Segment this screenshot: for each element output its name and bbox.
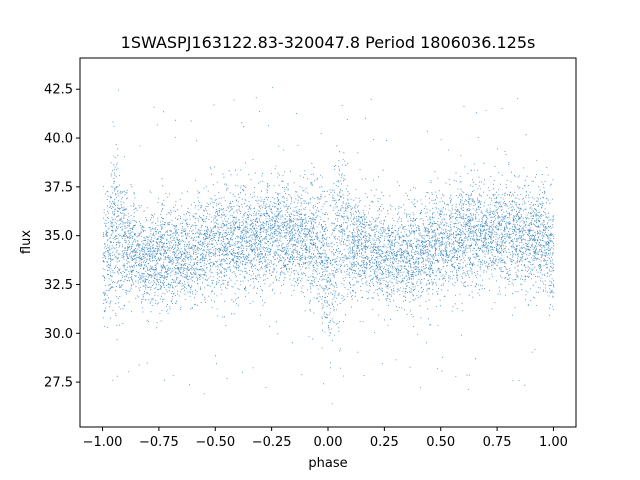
x-tick-label: 0.50 [426, 435, 455, 450]
y-tick-label: 35.0 [44, 229, 73, 244]
y-tick-label: 37.5 [44, 180, 73, 195]
x-tick-label: 0.75 [483, 435, 512, 450]
chart-title: 1SWASPJ163122.83-320047.8 Period 1806036… [121, 33, 536, 52]
y-tick-label: 42.5 [44, 83, 73, 98]
y-tick-label: 40.0 [44, 132, 73, 147]
y-tick-label: 32.5 [44, 278, 73, 293]
x-tick-label: −0.25 [252, 435, 292, 450]
x-tick-label: −0.50 [195, 435, 235, 450]
y-tick-label: 27.5 [44, 376, 73, 391]
plot-frame [79, 57, 577, 428]
data-points [102, 87, 555, 405]
x-tick-label: 0.00 [314, 435, 343, 450]
y-axis-label: flux [19, 230, 34, 254]
x-tick-label: 1.00 [539, 435, 568, 450]
x-tick-label: 0.25 [370, 435, 399, 450]
y-axis: 27.5 30.0 32.5 35.0 37.5 40.0 42.5 [44, 83, 80, 391]
x-tick-label: −0.75 [139, 435, 179, 450]
y-tick-label: 30.0 [44, 327, 73, 342]
x-axis-label: phase [308, 456, 347, 471]
x-axis: −1.00 −0.75 −0.50 −0.25 0.00 0.25 0.50 0.75 1.00 [83, 427, 568, 450]
x-tick-label: −1.00 [83, 435, 123, 450]
scatter-points [102, 87, 555, 405]
